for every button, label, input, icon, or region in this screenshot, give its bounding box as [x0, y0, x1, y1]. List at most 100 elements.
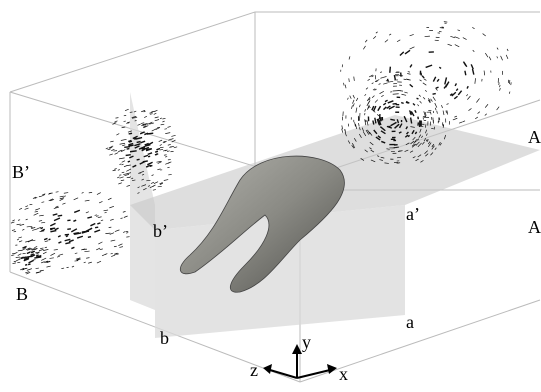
- vector: [124, 216, 128, 217]
- vector: [456, 89, 458, 91]
- vector: [378, 106, 381, 111]
- vector: [171, 135, 175, 136]
- vector: [147, 164, 150, 165]
- vector: [410, 47, 415, 49]
- vector: [35, 211, 38, 212]
- vector: [433, 77, 435, 82]
- vector: [349, 56, 350, 59]
- vector: [159, 140, 162, 141]
- vector: [35, 208, 40, 210]
- arrow-head: [263, 364, 272, 374]
- vector: [353, 103, 354, 106]
- vector: [344, 83, 345, 86]
- vector: [155, 151, 158, 152]
- vector: [507, 49, 508, 51]
- vector: [121, 180, 124, 181]
- vector: [17, 239, 19, 240]
- vector: [65, 243, 70, 244]
- vector: [121, 139, 127, 140]
- vector: [417, 104, 418, 106]
- vector: [25, 208, 29, 209]
- vector: [75, 253, 77, 254]
- vector: [73, 220, 76, 221]
- vector: [437, 79, 439, 81]
- vector: [422, 76, 424, 78]
- vector: [50, 253, 55, 255]
- vector: [458, 91, 461, 95]
- vector: [375, 100, 378, 103]
- vector: [54, 218, 60, 221]
- vector: [89, 192, 92, 193]
- vector: [94, 230, 100, 232]
- vector: [28, 264, 30, 265]
- vector: [383, 103, 385, 105]
- vector: [433, 94, 436, 95]
- vector: [113, 170, 116, 171]
- vector: [385, 100, 388, 101]
- vector: [111, 253, 113, 254]
- vector: [365, 40, 367, 42]
- vector: [168, 144, 171, 145]
- axis-label: y: [302, 332, 311, 352]
- vector: [454, 116, 457, 117]
- vector: [500, 88, 501, 91]
- vector: [60, 196, 64, 197]
- vector: [383, 76, 387, 77]
- vector: [420, 101, 422, 103]
- vector: [417, 98, 419, 99]
- vector: [164, 180, 168, 181]
- vector: [127, 185, 130, 186]
- vector: [130, 151, 137, 152]
- vector: [86, 228, 92, 231]
- vector: [356, 108, 357, 113]
- axis-arrow: [270, 370, 297, 378]
- vector: [49, 193, 53, 194]
- vector: [122, 172, 125, 173]
- vector: [435, 108, 436, 110]
- vector: [144, 116, 147, 117]
- vector: [65, 239, 71, 240]
- vector: [27, 226, 32, 227]
- vector: [49, 239, 51, 240]
- vector: [40, 231, 45, 232]
- vector: [373, 36, 376, 39]
- vector: [446, 111, 447, 114]
- vector: [465, 71, 466, 76]
- vector: [433, 97, 436, 101]
- vector: [410, 34, 414, 35]
- vector: [350, 96, 352, 99]
- vector: [354, 77, 355, 81]
- vector: [444, 22, 447, 23]
- vector: [157, 169, 160, 170]
- vector: [50, 223, 55, 225]
- vector: [146, 149, 151, 150]
- vector: [475, 78, 476, 84]
- vector: [410, 84, 413, 87]
- vector: [154, 113, 157, 114]
- vector: [424, 79, 427, 81]
- vector: [353, 95, 355, 98]
- vector: [447, 110, 448, 114]
- vector: [397, 40, 400, 42]
- vector: [141, 123, 144, 124]
- vector: [467, 86, 468, 88]
- vector: [464, 63, 466, 66]
- vector: [128, 161, 130, 162]
- label: B’: [12, 162, 30, 182]
- vector: [380, 72, 382, 73]
- vector: [476, 98, 479, 102]
- vector: [55, 228, 59, 230]
- vector: [58, 242, 61, 243]
- vector: [160, 149, 163, 150]
- vector: [420, 80, 422, 81]
- vector: [58, 236, 61, 237]
- vector: [66, 236, 68, 237]
- vector: [489, 57, 491, 60]
- vector: [426, 65, 432, 67]
- vector: [117, 177, 119, 178]
- vector: [433, 111, 434, 113]
- vector: [389, 126, 391, 127]
- vector: [144, 155, 148, 156]
- vector: [43, 249, 48, 250]
- vector: [105, 233, 110, 234]
